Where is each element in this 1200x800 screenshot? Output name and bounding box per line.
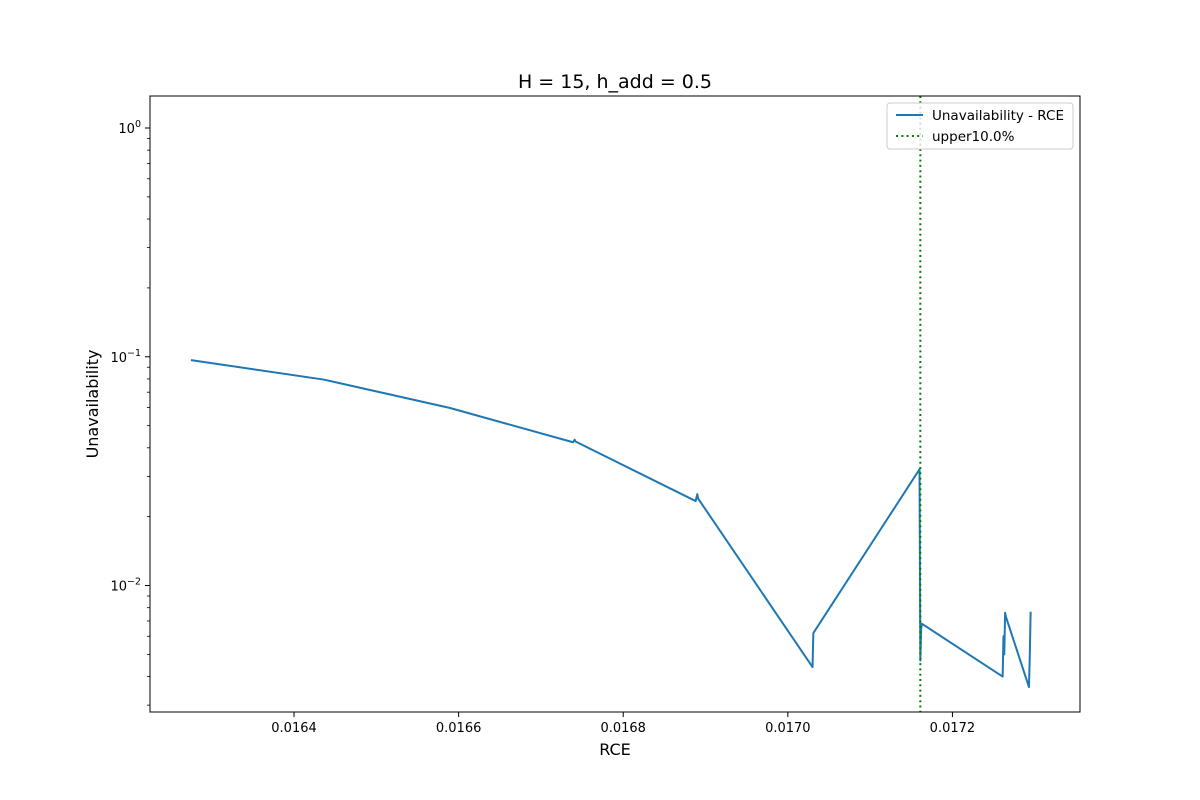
y-tick-exponent: −1 [127, 348, 141, 359]
x-tick-label: 0.0170 [765, 721, 811, 736]
x-axis-label: RCE [599, 740, 631, 759]
y-tick-label: 10−1 [110, 348, 141, 366]
x-tick-label: 0.0172 [930, 721, 976, 736]
legend: Unavailability - RCE upper10.0% [886, 102, 1074, 150]
x-tick-label: 0.0164 [271, 721, 317, 736]
y-tick-base: 10 [118, 122, 135, 137]
y-tick-exponent: 0 [135, 119, 141, 130]
chart-title: H = 15, h_add = 0.5 [518, 71, 712, 93]
y-tick-exponent: −2 [127, 577, 141, 588]
plot-layer [190, 96, 1032, 712]
x-tick-label: 0.0168 [600, 721, 646, 736]
legend-box [886, 102, 1074, 150]
y-tick-label: 100 [118, 119, 141, 137]
legend-entry-label: Unavailability - RCE [932, 108, 1064, 124]
plot-area [190, 96, 1032, 712]
x-tick-label: 0.0166 [436, 721, 482, 736]
y-axis-label: Unavailability [83, 350, 102, 459]
axes-frame [149, 95, 1081, 713]
axes-layer: 0.0164 0.0166 0.0168 0.0170 0.017210−210−110… [110, 95, 1081, 736]
y-tick-base: 10 [110, 580, 127, 595]
y-tick-label: 10−2 [110, 577, 141, 595]
y-tick-base: 10 [110, 351, 127, 366]
legend-entry-label: upper10.0% [932, 129, 1015, 145]
series-unavailability-line [190, 359, 1032, 689]
